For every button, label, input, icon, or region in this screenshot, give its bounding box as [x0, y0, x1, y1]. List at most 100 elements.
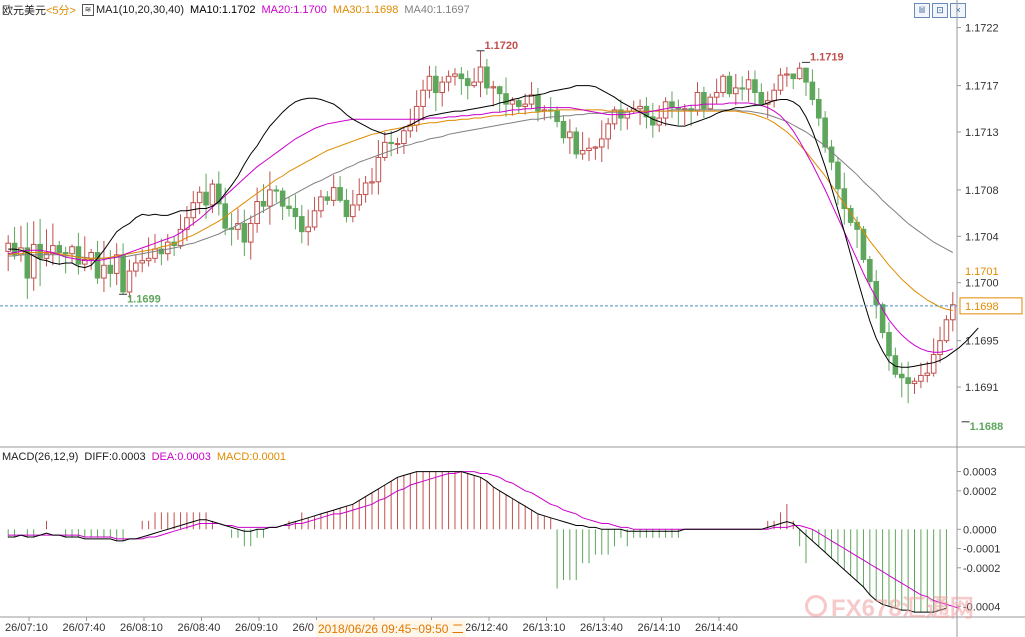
candle-body-down — [573, 131, 580, 155]
watermark: FX678汇通网 — [805, 588, 974, 623]
candle-body-up — [733, 87, 739, 95]
candle-body-up — [445, 75, 452, 83]
candle-body-up — [254, 201, 260, 225]
candle-body-down — [560, 121, 567, 139]
candle-body-up — [350, 204, 356, 218]
extreme-price-label: 1.1720 — [485, 40, 519, 52]
candle-body-down — [835, 161, 841, 190]
candle-body-up — [598, 138, 605, 148]
macd-dea-line — [8, 471, 960, 609]
candle-body-down — [905, 377, 911, 385]
ma20-line — [8, 102, 953, 353]
ma40-value: MA40:1.1697 — [404, 4, 470, 16]
candle-body-up — [152, 248, 158, 259]
candle-body-up — [713, 92, 720, 98]
period-selector[interactable]: <5分> — [46, 5, 76, 17]
candle-body-down — [75, 246, 82, 265]
candle-body-up — [209, 183, 216, 206]
candle-body-up — [362, 182, 369, 196]
candle-body-up — [126, 270, 133, 293]
candle-body-down — [669, 101, 675, 109]
candle-body-up — [196, 191, 203, 204]
watermark-logo-icon — [805, 594, 827, 617]
candle-body-down — [37, 243, 43, 259]
macd-dea-value: DEA:0.0003 — [151, 451, 211, 463]
candle-body-up — [356, 194, 363, 206]
candle-body-down — [260, 201, 267, 207]
time-tick-label: 26/08:40 — [178, 622, 221, 634]
candle-body-up — [139, 260, 146, 264]
macd-tick-label: 0.0000 — [963, 524, 997, 536]
candle-body-down — [860, 228, 867, 260]
candle-body-up — [937, 340, 943, 356]
candle-body-down — [758, 92, 765, 105]
candle-body-up — [318, 196, 324, 212]
candle-body-up — [745, 79, 752, 90]
candle-body-up — [911, 380, 918, 385]
candle-body-down — [324, 196, 331, 201]
candle-body-up — [43, 253, 50, 259]
candle-body-down — [216, 183, 222, 205]
candle-body-down — [94, 252, 101, 279]
candle-body-up — [247, 223, 254, 243]
main-chart-header: 欧元美元 <5分> ≋ MA1(10,20,30,40) MA10:1.1702… — [2, 2, 470, 18]
candle-body-up — [477, 66, 484, 83]
candle-body-down — [650, 116, 656, 126]
candle-body-down — [279, 190, 286, 207]
candle-body-up — [330, 187, 337, 201]
candle-body-up — [509, 100, 516, 105]
candle-body-down — [203, 191, 209, 206]
candle-body-down — [286, 205, 292, 209]
time-tick-label: 26/13:40 — [580, 622, 623, 634]
candle-body-up — [69, 246, 75, 255]
time-tick-label: 26/07:40 — [63, 622, 106, 634]
candle-body-up — [113, 254, 120, 274]
macd-tick-label: 0.0002 — [963, 486, 997, 498]
compare-icon[interactable]: ⊡ — [932, 3, 948, 18]
candle-body-down — [464, 78, 471, 87]
watermark-text: FX678汇通网 — [831, 595, 974, 622]
candle-body-down — [822, 117, 828, 148]
candle-body-up — [311, 210, 318, 228]
candle-body-up — [771, 89, 777, 102]
candle-body-up — [420, 89, 426, 107]
candle-body-up — [592, 146, 599, 149]
time-tick-label: 26/14:40 — [695, 622, 738, 634]
candle-body-up — [369, 181, 375, 184]
extreme-price-label: 1.1699 — [127, 293, 161, 305]
candle-body-up — [586, 147, 592, 151]
candle-body-down — [898, 373, 905, 379]
chart-icon[interactable]: lil — [914, 3, 930, 18]
candle-body-up — [452, 73, 458, 77]
candle-body-down — [433, 75, 439, 94]
close-icon[interactable]: × — [950, 3, 966, 18]
ma10-line — [8, 85, 979, 368]
candle-body-up — [528, 94, 535, 105]
ma-params-label: MA1(10,20,30,40) — [95, 4, 185, 16]
time-selection-label: 2018/06/26 09:45~09:50 二 — [316, 620, 466, 637]
candle-body-up — [30, 243, 37, 279]
candle-body-down — [726, 75, 733, 95]
candle-body-down — [847, 207, 854, 223]
price-tick-label: 1.1691 — [965, 382, 999, 394]
candle-body-down — [24, 247, 31, 279]
macd-tick-label: 0.0003 — [963, 467, 997, 479]
time-tick-label: 26/13:10 — [523, 622, 566, 634]
macd-diff-line — [8, 471, 947, 613]
candle-body-down — [458, 73, 465, 80]
candle-body-down — [273, 189, 280, 192]
candle-body-down — [337, 187, 343, 201]
candle-body-down — [739, 87, 745, 90]
price-tick-label: 1.1713 — [965, 127, 999, 139]
macd-tick-label: -0.0004 — [963, 601, 1000, 613]
candle-body-up — [267, 189, 273, 207]
candle-body-down — [343, 199, 350, 218]
ma10-axis-label: 1.1701 — [965, 266, 999, 278]
macd-params-label: MACD(26,12,9) — [2, 451, 79, 463]
time-tick-label: 26/14:10 — [638, 622, 681, 634]
candle-body-up — [796, 67, 803, 80]
candle-body-up — [145, 257, 152, 262]
candle-body-up — [50, 245, 56, 255]
ma-settings-icon[interactable]: ≋ — [81, 4, 94, 16]
